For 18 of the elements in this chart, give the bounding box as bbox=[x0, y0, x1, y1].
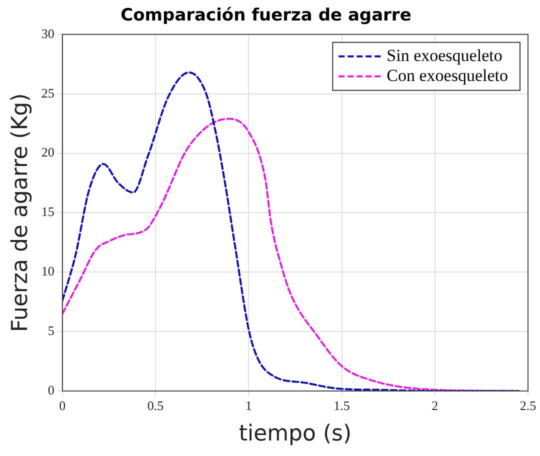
y-tick-label: 25 bbox=[41, 85, 54, 100]
legend-label: Con exoesqueleto bbox=[386, 66, 508, 85]
x-tick-label: 0 bbox=[59, 398, 66, 414]
y-axis-title: Fuerza de agarre (Kg) bbox=[8, 93, 33, 332]
y-tick-label: 5 bbox=[48, 322, 54, 338]
y-tick-label: 20 bbox=[41, 144, 54, 160]
x-tick-label: 1 bbox=[245, 398, 252, 414]
y-tick-label: 0 bbox=[48, 382, 54, 398]
chart-title: Comparación fuerza de agarre bbox=[120, 6, 412, 26]
x-tick-label: 2.5 bbox=[520, 398, 536, 414]
x-tick-label: 0.5 bbox=[147, 398, 164, 414]
x-tick-label: 1.5 bbox=[334, 398, 350, 414]
y-tick-label: 10 bbox=[41, 264, 54, 279]
y-tick-label: 30 bbox=[41, 26, 54, 41]
legend-label: Sin exoesqueleto bbox=[386, 46, 502, 65]
x-axis-title: tiempo (s) bbox=[238, 422, 352, 447]
y-tick-label: 15 bbox=[41, 204, 54, 220]
x-tick-label: 2 bbox=[432, 398, 438, 414]
